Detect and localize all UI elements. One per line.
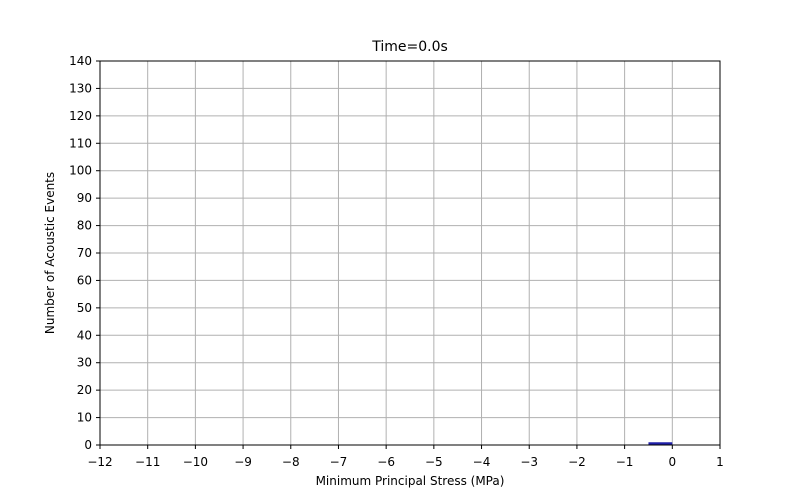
y-tick-label: 30 <box>77 356 92 370</box>
x-axis-label: Minimum Principal Stress (MPa) <box>316 474 505 488</box>
y-tick-label: 40 <box>77 328 92 342</box>
y-tick-label: 10 <box>77 411 92 425</box>
bars <box>648 442 673 445</box>
y-tick-label: 110 <box>69 136 92 150</box>
x-tick-label: −7 <box>330 455 348 469</box>
x-tick-label: −2 <box>568 455 586 469</box>
x-tick-label: −10 <box>183 455 208 469</box>
grid-lines <box>99 60 721 446</box>
y-tick-label: 70 <box>77 246 92 260</box>
y-tick-label: 90 <box>77 191 92 205</box>
y-tick-label: 0 <box>84 438 92 452</box>
y-tick-label: 130 <box>69 81 92 95</box>
y-tick-label: 50 <box>77 301 92 315</box>
x-tick-label: −1 <box>616 455 634 469</box>
ticks: −12 −11 −10 −9 −8 −7 −6 −5 −4 −3 −2 −1 0 101020304050… <box>69 54 724 469</box>
x-tick-label: 0 <box>668 455 676 469</box>
x-tick-label: −8 <box>282 455 300 469</box>
histogram-bar <box>648 442 673 445</box>
x-tick-label: −3 <box>520 455 538 469</box>
x-tick-label: −6 <box>377 455 395 469</box>
y-tick-label: 60 <box>77 273 92 287</box>
chart-title: Time=0.0s <box>371 39 448 55</box>
x-tick-label: −12 <box>87 455 112 469</box>
y-tick-label: 20 <box>77 383 92 397</box>
y-tick-label: 120 <box>69 109 92 123</box>
y-tick-label: 100 <box>69 164 92 178</box>
x-tick-label: 1 <box>716 455 724 469</box>
x-tick-label: −11 <box>135 455 160 469</box>
x-tick-label: −9 <box>234 455 252 469</box>
y-tick-label: 140 <box>69 54 92 68</box>
x-tick-label: −4 <box>473 455 491 469</box>
y-axis-label: Number of Acoustic Events <box>43 172 57 334</box>
y-tick-label: 80 <box>77 219 92 233</box>
x-tick-label: −5 <box>425 455 443 469</box>
